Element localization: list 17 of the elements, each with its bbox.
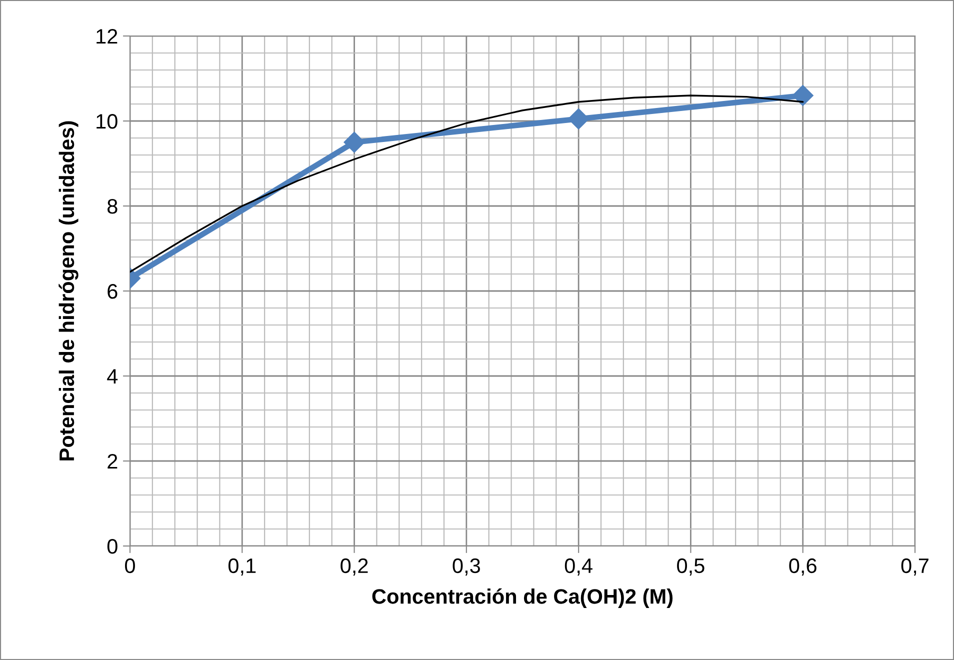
x-tick-label: 0,2 <box>340 558 368 576</box>
y-tick-label: 10 <box>96 114 118 129</box>
x-tick-label: 0,1 <box>228 558 256 576</box>
x-tick-label: 0,5 <box>677 558 704 576</box>
y-tick-label: 6 <box>108 284 118 299</box>
x-tick-label: 0,6 <box>789 558 816 576</box>
x-tick-label: 0,3 <box>452 558 480 576</box>
x-axis-title: Concentración de Ca(OH)2 (M) <box>372 588 673 608</box>
x-tick-label: 0 <box>125 558 135 574</box>
x-tick-label: 0,4 <box>564 558 592 576</box>
y-tick-label: 4 <box>107 369 118 384</box>
y-axis-title: Potencial de hidrógeno (unidades) <box>58 121 78 460</box>
y-tick-label: 0 <box>107 539 118 554</box>
y-tick-label: 12 <box>96 29 118 44</box>
x-tick-label: 0,7 <box>901 558 928 576</box>
y-tick-label: 2 <box>108 454 118 469</box>
y-tick-label: 8 <box>108 199 118 214</box>
